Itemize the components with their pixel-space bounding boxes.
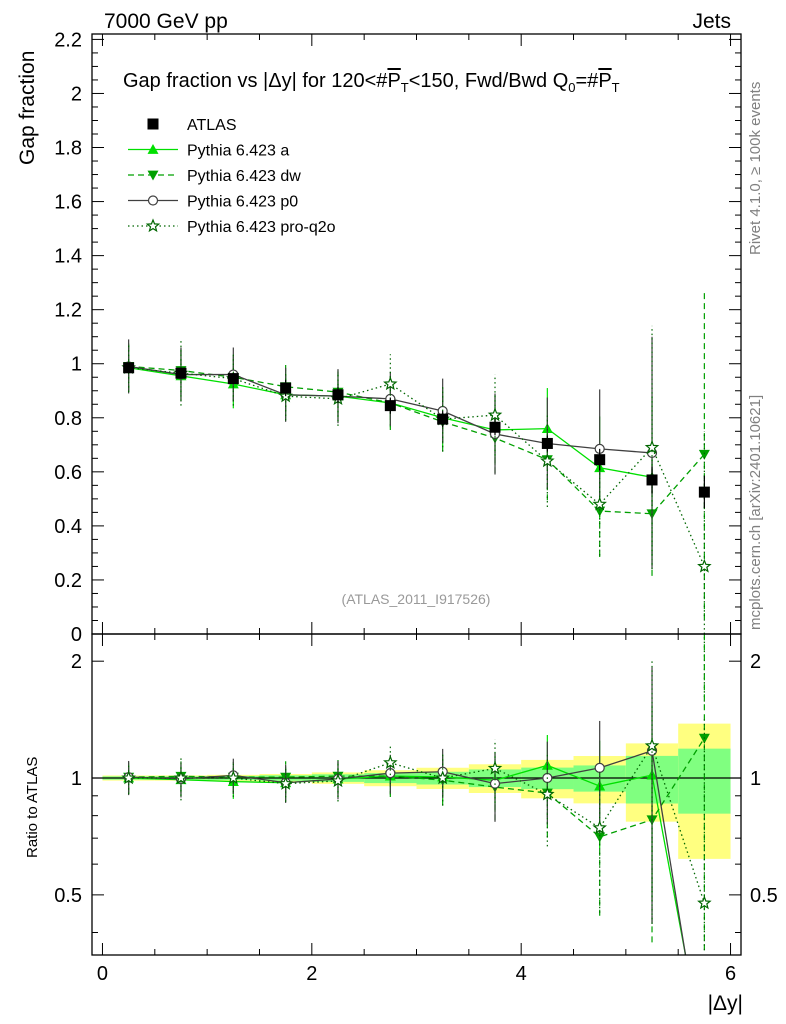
data-point xyxy=(646,474,658,486)
legend-label-data: ATLAS xyxy=(187,117,237,134)
y-tick-label: 2 xyxy=(71,83,82,105)
data-point xyxy=(541,437,553,449)
ratio-line-a xyxy=(128,764,687,956)
y-tick-label: 1 xyxy=(71,354,82,376)
ratio-point-proq2o xyxy=(540,786,555,801)
mcplots-label: mcplots.cern.ch [arXiv:2401.10621] xyxy=(747,395,764,630)
legend-label-p0: Pythia 6.423 p0 xyxy=(187,194,298,211)
y-tick-label: 1.8 xyxy=(54,138,82,160)
header-category: Jets xyxy=(692,10,731,33)
ratio-point-proq2o xyxy=(173,770,189,785)
ratio-tick-label-right: 0.5 xyxy=(750,885,778,907)
ratio-point-proq2o xyxy=(383,755,398,769)
legend-label-proq2o: Pythia 6.423 pro-q2o xyxy=(187,219,336,236)
y-tick-label: 1.6 xyxy=(54,192,82,214)
ratio-point-proq2o xyxy=(330,773,346,788)
series-line-proq2o xyxy=(128,367,705,567)
series-line-dw xyxy=(128,365,705,515)
ratio-point-proq2o xyxy=(697,895,712,910)
main-panel-series xyxy=(121,289,712,702)
legend-marker-dw xyxy=(147,170,159,181)
data-point xyxy=(594,454,606,466)
rivet-label: Rivet 4.1.0, ≥ 100k events xyxy=(747,82,764,255)
ratio-point-proq2o xyxy=(644,738,660,753)
y-tick-label: 0.4 xyxy=(54,516,82,538)
data-point xyxy=(123,362,135,374)
x-tick-label: 4 xyxy=(516,963,527,985)
data-point xyxy=(489,421,501,433)
ratio-line-p0 xyxy=(128,749,687,956)
ratio-tick-label-left: 0.5 xyxy=(54,885,82,907)
point-proq2o xyxy=(487,407,503,422)
ratio-point-proq2o xyxy=(487,760,503,775)
legend-marker-a xyxy=(147,144,159,154)
ratio-point-proq2o xyxy=(435,770,450,785)
point-proq2o xyxy=(540,453,555,468)
y-tick-label: 0.8 xyxy=(54,408,82,430)
data-point xyxy=(227,373,239,385)
header-energy: 7000 GeV pp xyxy=(104,10,228,33)
y-tick-label: 2.2 xyxy=(54,29,82,51)
ratio-line-dw xyxy=(128,737,705,838)
ratio-point-proq2o xyxy=(121,770,136,785)
ratio-tick-label-left: 1 xyxy=(71,768,82,790)
ratio-panel-bands xyxy=(102,723,731,859)
x-tick-label: 6 xyxy=(725,963,736,985)
point-proq2o xyxy=(644,439,660,454)
y-axis-label: Gap fraction xyxy=(16,51,39,165)
point-proq2o xyxy=(383,376,398,391)
ratio-panel-series xyxy=(92,634,741,956)
ratio-tick-label-right: 2 xyxy=(750,651,761,673)
data-point xyxy=(437,413,449,425)
ratio-line-proq2o xyxy=(128,744,705,904)
ratio-point-proq2o xyxy=(226,770,241,785)
data-point xyxy=(175,367,187,379)
analysis-watermark: (ATLAS_2011_I917526) xyxy=(342,591,491,607)
legend-marker-proq2o xyxy=(145,218,161,233)
point-dw xyxy=(698,449,710,460)
legend-marker-p0 xyxy=(147,195,159,206)
ratio-point-proq2o xyxy=(592,820,607,835)
y-tick-label: 1.2 xyxy=(54,300,82,322)
legend: ATLAS Pythia 6.423 a Pythia 6.423 dw Pythia… xyxy=(128,117,336,236)
legend-marker-data xyxy=(147,118,159,130)
chart-title: Gap fraction vs |Δy| for 120<#PT<150, Fw… xyxy=(123,70,620,95)
ratio-point-proq2o xyxy=(278,776,293,790)
point-proq2o xyxy=(697,558,712,573)
ratio-tick-label-left: 2 xyxy=(71,651,82,673)
legend-label-dw: Pythia 6.423 dw xyxy=(187,168,301,185)
data-point xyxy=(280,382,292,394)
point-proq2o xyxy=(592,496,607,511)
ratio-tick-label-right: 1 xyxy=(750,768,761,790)
legend-label-a: Pythia 6.423 a xyxy=(187,143,289,160)
data-point xyxy=(384,400,396,412)
axes: 0 2 4 6 0 0.2 0.4 0.6 0.8 1 1.2 1.4 1.6 1.8 2 2.2 0.5 0.5… xyxy=(54,29,778,985)
x-tick-label: 2 xyxy=(306,963,317,985)
ratio-point-p0 xyxy=(594,762,605,773)
y-tick-label: 1.4 xyxy=(54,246,82,268)
y-tick-label: 0.6 xyxy=(54,462,82,484)
x-tick-label: 0 xyxy=(97,963,108,985)
ratio-point-p0 xyxy=(385,768,396,779)
y-tick-label: 0.2 xyxy=(54,570,82,592)
ratio-point-dw xyxy=(594,832,606,843)
data-point xyxy=(698,486,710,498)
x-axis-label: |Δy| xyxy=(708,992,743,1015)
ratio-axis-label: Ratio to ATLAS xyxy=(24,757,41,858)
data-point xyxy=(332,389,344,401)
y-tick-label: 0 xyxy=(71,624,82,646)
